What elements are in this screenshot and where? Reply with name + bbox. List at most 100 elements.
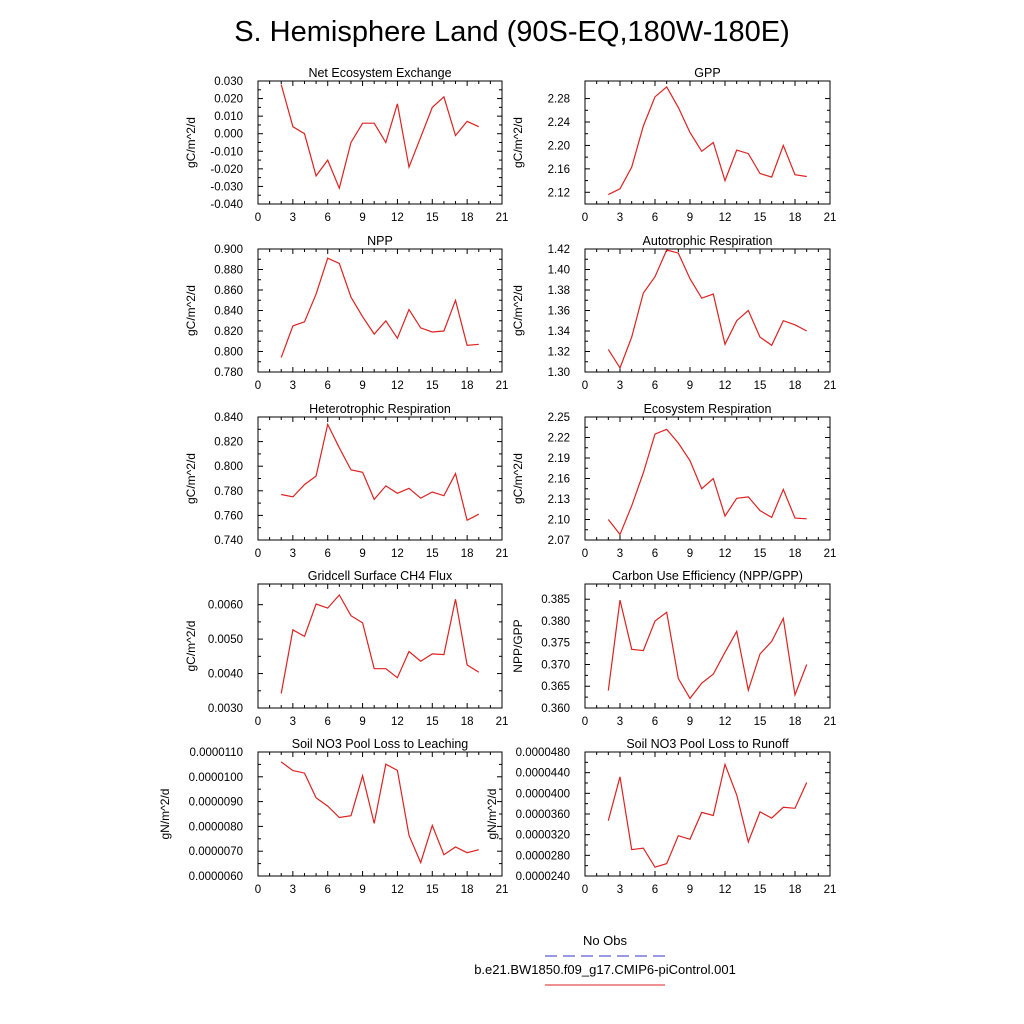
panel-10-ytick-label: 0.0000240 xyxy=(516,871,570,883)
panel-9-xtick-label: 9 xyxy=(359,884,365,896)
panel-5-xtick-label: 18 xyxy=(461,548,474,560)
panel-10-series-line xyxy=(607,762,808,868)
panel-10-ytick-label: 0.0000320 xyxy=(516,830,570,842)
panel-7-ytick-label: 0.0050 xyxy=(208,634,243,646)
panel-1-xtick-label: 12 xyxy=(391,212,404,224)
panel-10-ytick-label: 0.0000480 xyxy=(516,747,570,759)
panel-2-xtick-label: 6 xyxy=(652,212,658,224)
panel-2: GPP 0 3 6 9 12 15 18 21 2.12 2.16 2.20 2.24 2.28 gC/m^… xyxy=(511,66,836,224)
panel-2-xtick-label: 15 xyxy=(754,212,767,224)
panel-3-xtick-label: 18 xyxy=(461,380,474,392)
panel-8-ytick-label: 0.385 xyxy=(541,594,570,606)
panel-3-xtick-label: 3 xyxy=(290,380,296,392)
panel-10-xtick-label: 18 xyxy=(789,884,802,896)
panel-4-frame xyxy=(584,248,831,373)
panel-2-series-line xyxy=(608,85,807,196)
panel-6: Ecosystem Respiration 0 3 6 9 12 15 18 21 2.07 2.1… xyxy=(511,402,836,560)
panel-5-ytick-label: 0.760 xyxy=(214,510,243,522)
panel-7-ytick-label: 0.0040 xyxy=(208,669,243,681)
panel-4-ytick-label: 1.30 xyxy=(548,367,570,379)
panel-6-xtick-label: 18 xyxy=(789,548,802,560)
panel-3-ytick-label: 0.820 xyxy=(214,326,243,338)
panel-4-title: Autotrophic Respiration xyxy=(643,234,773,248)
panel-1-ytick-label: -0.040 xyxy=(210,199,243,211)
panel-3-xtick-label: 6 xyxy=(325,380,331,392)
panel-5-xtick-label: 6 xyxy=(325,548,331,560)
panel-7-xtick-label: 6 xyxy=(325,716,331,728)
panel-9-series-line xyxy=(280,761,479,865)
panel-2-xtick-label: 18 xyxy=(789,212,802,224)
panel-5-xtick-label: 9 xyxy=(359,548,365,560)
panel-8-ylabel: NPP/GPP xyxy=(511,619,525,672)
panel-3-xtick-label: 9 xyxy=(359,380,365,392)
panel-5-xtick-label: 15 xyxy=(426,548,439,560)
panel-1-xtick-label: 18 xyxy=(461,212,474,224)
panel-5-title: Heterotrophic Respiration xyxy=(309,402,451,416)
panel-1-ytick-label: -0.030 xyxy=(210,181,243,193)
panel-2-xtick-label: 9 xyxy=(687,212,693,224)
panel-2-ylabel: gC/m^2/d xyxy=(511,117,525,168)
panel-7-ylabel: gC/m^2/d xyxy=(184,621,198,672)
panel-1: Net Ecosystem Exchange 0 3 6 9 12 15 18 21 -0.040… xyxy=(184,66,508,224)
panel-9-ytick-label: 0.0000080 xyxy=(189,821,243,833)
panel-3-ytick-label: 0.900 xyxy=(214,244,243,256)
panel-6-ytick-label: 2.10 xyxy=(548,515,570,527)
panel-9-xtick-label: 18 xyxy=(461,884,474,896)
panel-3-frame xyxy=(257,248,503,373)
panel-5-ylabel: gC/m^2/d xyxy=(184,453,198,504)
panel-5-ytick-label: 0.780 xyxy=(214,486,243,498)
panel-7-xtick-label: 15 xyxy=(426,716,439,728)
panel-4-ytick-label: 1.34 xyxy=(548,326,571,338)
panel-1-xtick-label: 3 xyxy=(290,212,296,224)
panel-6-ytick-label: 2.16 xyxy=(548,474,570,486)
panel-1-xtick-label: 9 xyxy=(359,212,365,224)
panel-8-ytick-label: 0.370 xyxy=(541,659,570,671)
panel-7-xtick-label: 21 xyxy=(496,716,509,728)
panel-10-ytick-label: 0.0000360 xyxy=(516,809,570,821)
panel-4-ytick-label: 1.38 xyxy=(548,285,570,297)
panel-2-title: GPP xyxy=(694,66,720,80)
panel-4-xtick-label: 15 xyxy=(754,380,767,392)
panel-8-ytick-label: 0.375 xyxy=(541,638,570,650)
panel-7-series-line xyxy=(280,593,480,694)
panel-10-ytick-label: 0.0000280 xyxy=(516,850,570,862)
panel-6-ytick-label: 2.25 xyxy=(548,412,570,424)
panel-4-xtick-label: 12 xyxy=(719,380,732,392)
panel-5-xtick-label: 12 xyxy=(391,548,404,560)
panel-10-ytick-label: 0.0000440 xyxy=(516,768,570,780)
panel-1-xtick-label: 15 xyxy=(426,212,439,224)
panel-1-frame xyxy=(257,80,503,205)
panel-7-title: Gridcell Surface CH4 Flux xyxy=(308,569,453,583)
panel-4: Autotrophic Respiration 0 3 6 9 12 15 18 21 1.30 1… xyxy=(511,234,836,392)
panel-9-xtick-label: 0 xyxy=(255,884,261,896)
panel-6-xtick-label: 21 xyxy=(824,548,837,560)
panel-6-ytick-label: 2.19 xyxy=(548,453,570,465)
panel-8-frame xyxy=(584,583,831,709)
panel-5-xtick-label: 3 xyxy=(290,548,296,560)
panel-10-xtick-label: 6 xyxy=(652,884,658,896)
panel-9-title: Soil NO3 Pool Loss to Leaching xyxy=(292,737,469,751)
panel-6-ytick-label: 2.22 xyxy=(548,433,570,445)
panel-9-xtick-label: 21 xyxy=(496,884,509,896)
panel-8-xtick-label: 15 xyxy=(754,716,767,728)
panel-1-ytick-label: 0.000 xyxy=(214,129,243,141)
panel-2-xtick-label: 12 xyxy=(719,212,732,224)
panel-4-series-line xyxy=(607,249,807,370)
panel-7: Gridcell Surface CH4 Flux 0 3 6 9 12 15 18 21 0.0… xyxy=(184,569,508,728)
panel-2-xtick-label: 21 xyxy=(824,212,837,224)
panel-9-ytick-label: 0.0000100 xyxy=(189,772,243,784)
panel-3: NPP 0 3 6 9 12 15 18 21 0.780 0.800 0.820 0.840 0.860… xyxy=(184,234,508,392)
panel-8-xtick-label: 6 xyxy=(652,716,658,728)
panel-2-frame xyxy=(584,80,831,205)
panel-10-xtick-label: 15 xyxy=(754,884,767,896)
panel-2-ytick-label: 2.28 xyxy=(548,94,570,106)
panel-7-ytick-label: 0.0060 xyxy=(208,600,243,612)
panel-5: Heterotrophic Respiration 0 3 6 9 12 15 18 21 0.7… xyxy=(184,402,508,560)
panel-7-frame xyxy=(257,583,503,709)
panel-1-series-line xyxy=(280,84,480,191)
panel-6-ytick-label: 2.07 xyxy=(548,535,570,547)
panel-3-xtick-label: 0 xyxy=(255,380,261,392)
panel-9-xtick-label: 15 xyxy=(426,884,439,896)
panel-6-xtick-label: 15 xyxy=(754,548,767,560)
